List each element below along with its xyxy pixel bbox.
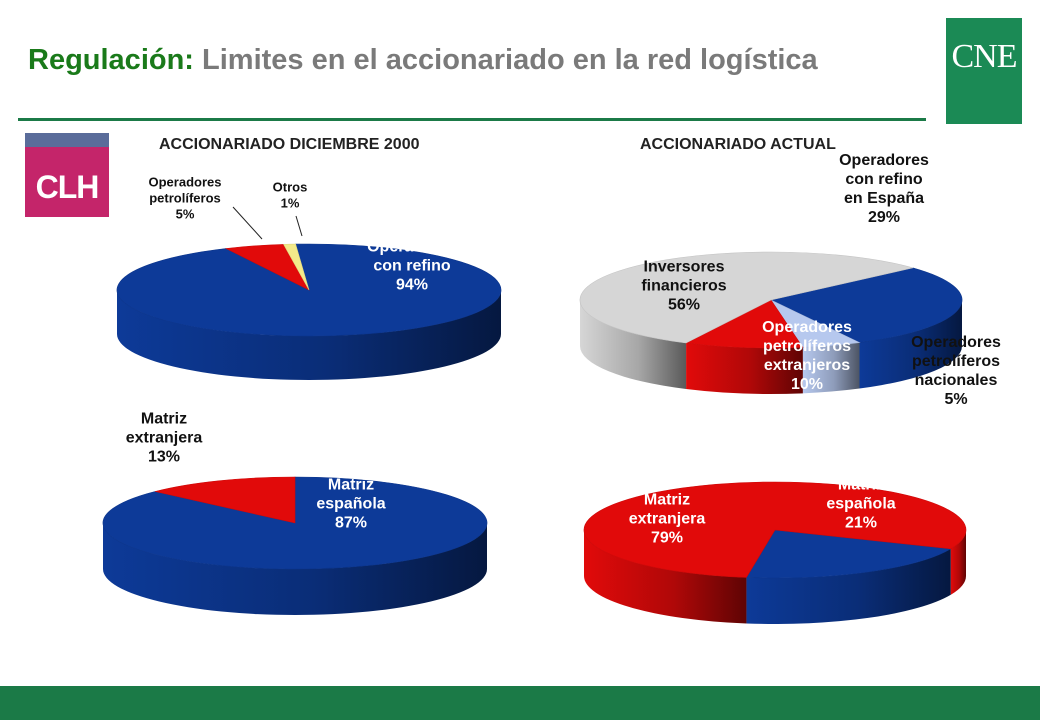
slice-name-label: Operadores <box>839 152 929 169</box>
pie-chart-3: Matriz española 87% Matriz extranjera 13% <box>102 411 488 615</box>
pie-side-1 <box>859 300 962 389</box>
leader-line-2 <box>232 206 263 240</box>
pie-side-2 <box>950 530 966 595</box>
clh-logo-text: CLH <box>35 169 100 205</box>
pie-side-1 <box>117 290 501 380</box>
slice-name-label: financieros <box>641 278 726 295</box>
slice-name-label: Inversores <box>644 259 725 276</box>
column-title-actual: ACCIONARIADO ACTUAL <box>640 136 836 153</box>
slice-name-label: petrolíferos <box>149 191 221 206</box>
pie-slice-2 <box>154 476 296 524</box>
title-rest: Limites en el accionariado en la red log… <box>193 44 818 76</box>
slice-value-label: 13% <box>148 449 180 466</box>
slice-name-label: española <box>316 496 385 513</box>
slice-name-label: Matriz <box>644 492 690 509</box>
slice-value-label: 56% <box>668 297 700 314</box>
slice-value-label: 94% <box>396 277 428 294</box>
title-prefix: Regulación: <box>28 44 194 76</box>
page-title: Regulación: Limites en el accionariado e… <box>28 44 818 77</box>
pie-slice-1 <box>745 529 952 579</box>
slice-name-label: extranjera <box>126 430 203 447</box>
slice-value-label: 5% <box>944 391 967 408</box>
slice-name-label: extranjera <box>629 511 706 528</box>
slice-value-label: 87% <box>335 515 367 532</box>
slice-name-label: Operadores <box>367 239 457 256</box>
leader-line-3 <box>295 215 303 237</box>
pie-slice-1 <box>770 267 963 343</box>
cne-logo-text: CNE <box>951 38 1018 75</box>
slice-name-label: Matriz <box>838 477 884 494</box>
pie-side-3 <box>686 342 803 395</box>
slice-name-label: con refino <box>845 171 923 188</box>
slice-name-label: nacionales <box>915 372 998 389</box>
slice-name-label: española <box>826 496 895 513</box>
slice-value-label: 29% <box>868 209 900 226</box>
pie-side-1 <box>746 548 951 625</box>
pie-side-walls <box>584 530 966 625</box>
slice-value-label: 5% <box>176 207 195 222</box>
pie-side-2 <box>584 530 747 624</box>
pie-slice-3 <box>685 299 804 349</box>
slice-name-label: petrolíferos <box>763 338 851 355</box>
column-title-2000: ACCIONARIADO DICIEMBRE 2000 <box>159 136 420 153</box>
slice-name-label: petrolíferos <box>912 353 1000 370</box>
pie-side-4 <box>580 300 687 389</box>
cne-logo: CNE <box>946 18 1022 124</box>
title-divider <box>18 118 926 121</box>
footer-bar <box>0 686 1040 720</box>
clh-logo-square <box>25 147 109 217</box>
slice-name-label: extranjeros <box>764 357 850 374</box>
slice-value-label: 1% <box>281 196 300 211</box>
pie-side-walls <box>580 300 962 395</box>
slice-name-label: Otros <box>273 180 308 195</box>
pie-slice-2 <box>583 481 967 578</box>
slice-name-label: Operadores <box>149 175 222 190</box>
slice-name-label: Matriz <box>328 477 374 494</box>
pie-side-2 <box>802 342 860 394</box>
clh-logo: CLH <box>25 133 109 217</box>
pie-chart-4: Matriz española 21% Matriz extranjera 79% <box>583 477 967 625</box>
pie-slice-3 <box>283 243 310 291</box>
slice-value-label: 21% <box>845 515 877 532</box>
slice-name-label: con refino <box>373 258 451 275</box>
slice-name-label: Operadores <box>762 319 852 336</box>
pie-slice-4 <box>579 251 914 344</box>
slice-value-label: 10% <box>791 376 823 393</box>
clh-logo-bar <box>25 133 109 147</box>
slice-name-label: en España <box>844 190 924 207</box>
slice-value-label: 79% <box>651 530 683 547</box>
slice-name-label: Matriz <box>141 411 187 428</box>
pie-side-walls <box>117 290 501 380</box>
slice-name-label: Operadores <box>911 334 1001 351</box>
pie-chart-2: Operadores con refino en España 29% Operador… <box>579 152 1001 408</box>
